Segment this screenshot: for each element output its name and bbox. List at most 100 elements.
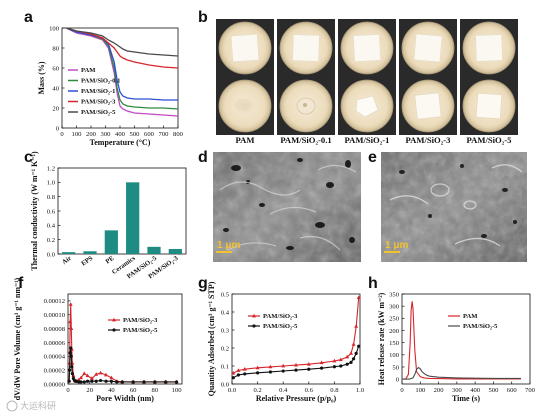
x-tick-label: 1.0 <box>356 387 365 394</box>
series-line-0 <box>233 297 360 374</box>
chart-n2-adsorption: 0.0 0.2 0.4 0.6 0.8 1.0 0.0 0.1 0.2 0.3 0.4 0.5 Rela… <box>207 281 365 403</box>
legend-label-0: PAM <box>463 313 478 320</box>
data-point <box>294 362 298 367</box>
category-label-2: PE <box>105 255 116 266</box>
data-point <box>131 380 135 384</box>
y-tick-label: 0.00010 <box>44 312 66 319</box>
data-point <box>306 362 311 366</box>
watermark-text: 大运科研 <box>20 400 56 411</box>
sample-square <box>353 34 381 62</box>
data-point <box>68 368 72 372</box>
data-point <box>349 351 354 355</box>
series-line-2 <box>66 27 178 101</box>
chart-pore-size-distribution: 0 20 40 60 80 100 0.00000 0.00002 0.00004 0.00006… <box>13 277 183 403</box>
y-tick-label: 0.00002 <box>44 367 65 374</box>
y-tick-label: 80 <box>52 45 59 52</box>
data-point <box>104 372 108 377</box>
data-point <box>349 360 353 364</box>
y-tick-label: 0.0 <box>47 251 56 258</box>
data-point <box>332 358 337 363</box>
data-point <box>67 379 71 383</box>
x-axis-label: Pore Width (nm) <box>96 394 154 403</box>
sample-caption-0: PAM <box>236 135 255 145</box>
y-tick-label: 200 <box>389 328 400 335</box>
y-tick-label: 350 <box>389 291 400 298</box>
y-tick-label: 100 <box>389 352 400 359</box>
y-tick-label: 0 <box>396 376 400 383</box>
data-point <box>319 360 324 365</box>
data-point <box>70 361 75 365</box>
x-tick-label: 60 <box>130 387 137 394</box>
data-point <box>236 373 240 377</box>
category-label-1: EPS <box>80 255 94 268</box>
data-point <box>98 370 103 375</box>
data-point <box>94 372 99 376</box>
data-point <box>307 367 311 371</box>
data-point <box>294 368 298 372</box>
y-axis-label: Mass (%) <box>37 61 46 94</box>
plot-frame <box>231 293 361 385</box>
x-tick-label: 100 <box>72 131 83 138</box>
data-point <box>268 370 272 374</box>
data-point <box>70 372 74 376</box>
data-point <box>243 372 247 376</box>
y-tick-label: 0.6 <box>47 208 56 215</box>
sem-image-d: 1 μm <box>213 152 361 262</box>
panel-label-a: a <box>24 9 33 26</box>
sem-image-e: 1 μm <box>381 152 527 262</box>
x-tick-label: 200 <box>86 131 97 138</box>
panel-label-e: e <box>368 149 377 166</box>
data-point <box>339 364 343 368</box>
y-tick-label: 0.1 <box>221 363 229 370</box>
data-point <box>281 363 286 368</box>
data-point <box>357 344 361 348</box>
x-tick-label: 500 <box>130 131 141 138</box>
data-point <box>82 371 87 376</box>
data-point <box>109 379 114 383</box>
y-tick-label: 0.00008 <box>44 326 66 333</box>
scale-bar-label-d: 1 μm <box>217 240 240 251</box>
legend-label-1: PAM/SiO₂-0.1 <box>81 78 120 85</box>
data-point <box>104 379 108 383</box>
series-line-1 <box>402 366 521 380</box>
sample-caption-4: PAM/SiO₂-5 <box>467 135 512 145</box>
plot-frame <box>57 167 187 255</box>
x-axis-label: Relative Pressure (p/p₀) <box>256 394 337 403</box>
x-tick-label: 0 <box>400 387 404 394</box>
legend-label-1: PAM/SiO₂-5 <box>263 323 298 330</box>
bar-0 <box>62 252 76 254</box>
data-point <box>332 365 336 369</box>
panel-label-c: c <box>24 149 33 166</box>
data-point <box>120 380 124 384</box>
x-tick-label: 0 <box>60 131 64 138</box>
sample-square <box>292 34 320 62</box>
sample-caption-2: PAM/SiO₂-1 <box>345 135 390 145</box>
y-tick-label: 0.2 <box>221 345 229 352</box>
y-tick-label: 250 <box>389 316 400 323</box>
y-axis-label: Heat release rate (kW m⁻²) <box>377 292 386 385</box>
petri-dish <box>338 77 396 135</box>
y-axis-label: Thermal conductivity (W m⁻¹ K⁻¹) <box>30 151 39 271</box>
data-point <box>98 378 103 383</box>
chart-tga: 0 100 200 300 400 500 600 700 800020406080100Tem… <box>37 25 184 147</box>
x-tick-label: 400 <box>115 131 126 138</box>
sample-residue <box>355 95 379 118</box>
series-line-1 <box>233 346 360 379</box>
chart-thermal-conductivity: 0.0 0.2 0.4 0.6 0.8 1.0 1.2 Thermal conductivit… <box>30 151 187 280</box>
legend-label-0: PAM/SiO₂-3 <box>263 313 298 320</box>
y-axis-label: dV/dW Pore Volume (cm³ g⁻¹ nm⁻¹) <box>13 277 22 400</box>
y-tick-label: 0.3 <box>221 327 230 334</box>
data-point <box>109 375 114 380</box>
scale-bar-label-e: 1 μm <box>385 240 408 251</box>
data-point <box>338 357 343 362</box>
panel-label-g: g <box>198 275 208 292</box>
data-point <box>69 326 74 331</box>
y-tick-label: 100 <box>49 25 60 32</box>
series-line-0 <box>402 301 521 380</box>
data-point <box>320 366 324 370</box>
x-tick-label: 100 <box>172 387 183 394</box>
x-tick-label: 500 <box>488 387 499 394</box>
data-point <box>69 354 73 358</box>
x-tick-label: 0.4 <box>279 387 288 394</box>
